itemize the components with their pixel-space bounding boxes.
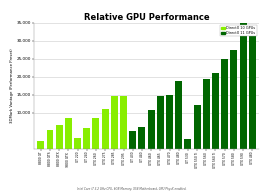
Text: Intel Core i7 3.2 GHz CPU, 6GB Memory, X58 Motherboard, GPU PhysX enabled.: Intel Core i7 3.2 GHz CPU, 6GB Memory, X…: [77, 187, 187, 191]
Bar: [74, 138, 81, 149]
Bar: [166, 95, 173, 149]
Bar: [65, 118, 72, 149]
Bar: [139, 127, 145, 149]
Y-axis label: 3DMark Vantage (Performance Preset): 3DMark Vantage (Performance Preset): [10, 49, 15, 123]
Bar: [212, 73, 219, 149]
Bar: [157, 96, 164, 149]
Bar: [111, 96, 118, 149]
Bar: [230, 50, 237, 149]
Bar: [240, 22, 247, 149]
Bar: [46, 130, 53, 149]
Legend: DirectX 10 GPUs, DirectX 11 GPUs: DirectX 10 GPUs, DirectX 11 GPUs: [220, 25, 257, 36]
Bar: [175, 81, 182, 149]
Bar: [221, 59, 228, 149]
Bar: [56, 125, 63, 149]
Bar: [194, 105, 201, 149]
Bar: [120, 96, 127, 149]
Bar: [83, 128, 90, 149]
Bar: [185, 139, 191, 149]
Bar: [92, 118, 99, 149]
Bar: [249, 28, 256, 149]
Title: Relative GPU Performance: Relative GPU Performance: [84, 13, 209, 22]
Bar: [129, 131, 136, 149]
Bar: [37, 141, 44, 149]
Bar: [203, 79, 210, 149]
Bar: [102, 109, 109, 149]
Bar: [148, 110, 154, 149]
